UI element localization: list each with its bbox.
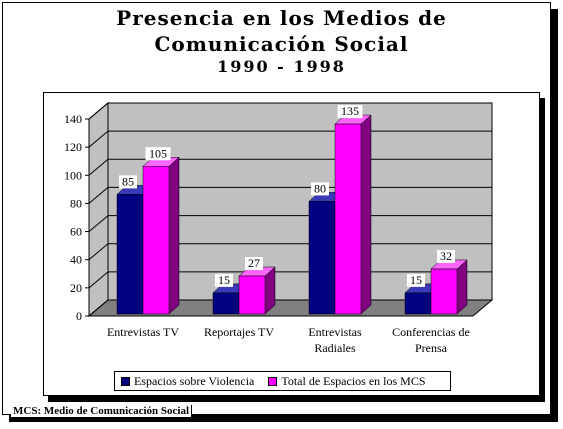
data-label: 105: [149, 146, 167, 160]
data-label-bg: [437, 249, 455, 263]
y-tick-label: 120: [64, 140, 82, 154]
chart-title-line-2: Comunicación Social: [154, 32, 409, 56]
data-label: 32: [440, 249, 452, 263]
chart-title-line-3: 1990 - 1998: [217, 57, 346, 76]
gridline: [88, 102, 492, 120]
legend-item-violencia: Espacios sobre Violencia: [121, 374, 254, 389]
footnote: MCS: Medio de Comunicación Social: [11, 405, 192, 418]
legend-swatch-total: [268, 376, 278, 386]
bar: [404, 292, 432, 315]
bar: [142, 166, 170, 315]
x-tick-label: Entrevistas: [308, 325, 362, 339]
bar: [116, 194, 144, 315]
legend: Espacios sobre Violencia Total de Espaci…: [114, 371, 451, 391]
bar: [308, 201, 336, 315]
bar-side: [360, 114, 372, 315]
y-tick-label: 0: [76, 309, 82, 323]
chart-title-line-1: Presencia en los Medios de: [116, 6, 447, 30]
y-tick-label: 40: [70, 253, 82, 267]
x-tick-label: Radiales: [314, 341, 356, 355]
y-tick-label: 20: [70, 281, 82, 295]
data-label: 15: [410, 273, 422, 287]
x-tick-label: Prensa: [415, 341, 448, 355]
data-label-bg: [119, 175, 137, 189]
y-tick-label: 80: [70, 196, 82, 210]
data-label-bg: [215, 273, 233, 287]
data-label: 135: [341, 104, 359, 118]
bar-side: [456, 259, 468, 315]
data-label-bg: [407, 273, 425, 287]
bar: [238, 275, 266, 315]
legend-label-violencia: Espacios sobre Violencia: [134, 373, 255, 388]
data-label: 85: [122, 174, 134, 188]
bar: [430, 268, 458, 315]
data-label-bg: [245, 257, 263, 271]
y-tick-label: 60: [70, 225, 82, 239]
data-label-bg: [311, 182, 329, 196]
data-label-bg: [337, 105, 363, 119]
bar: [212, 292, 240, 315]
x-tick-label: Conferencias de: [392, 325, 470, 339]
bar-side: [168, 156, 180, 315]
legend-item-total: Total de Espacios en los MCS: [268, 373, 426, 389]
bar: [334, 123, 362, 315]
data-label: 80: [314, 181, 326, 195]
y-tick-label: 100: [64, 168, 82, 182]
data-label-bg: [145, 147, 171, 161]
x-tick-label: Entrevistas TV: [107, 325, 179, 339]
data-label: 15: [218, 273, 230, 287]
y-tick-label: 140: [64, 112, 82, 126]
side-wall: [88, 101, 109, 318]
legend-swatch-violencia: [121, 376, 130, 386]
data-label: 27: [248, 256, 260, 270]
legend-label-total: Total de Espacios en los MCS: [281, 373, 426, 388]
x-tick-label: Reportajes TV: [204, 325, 274, 339]
bar-chart: 0 20 40 60 80 100 120 140 85 105 Entrevistas TV 15 2…: [64, 101, 494, 355]
